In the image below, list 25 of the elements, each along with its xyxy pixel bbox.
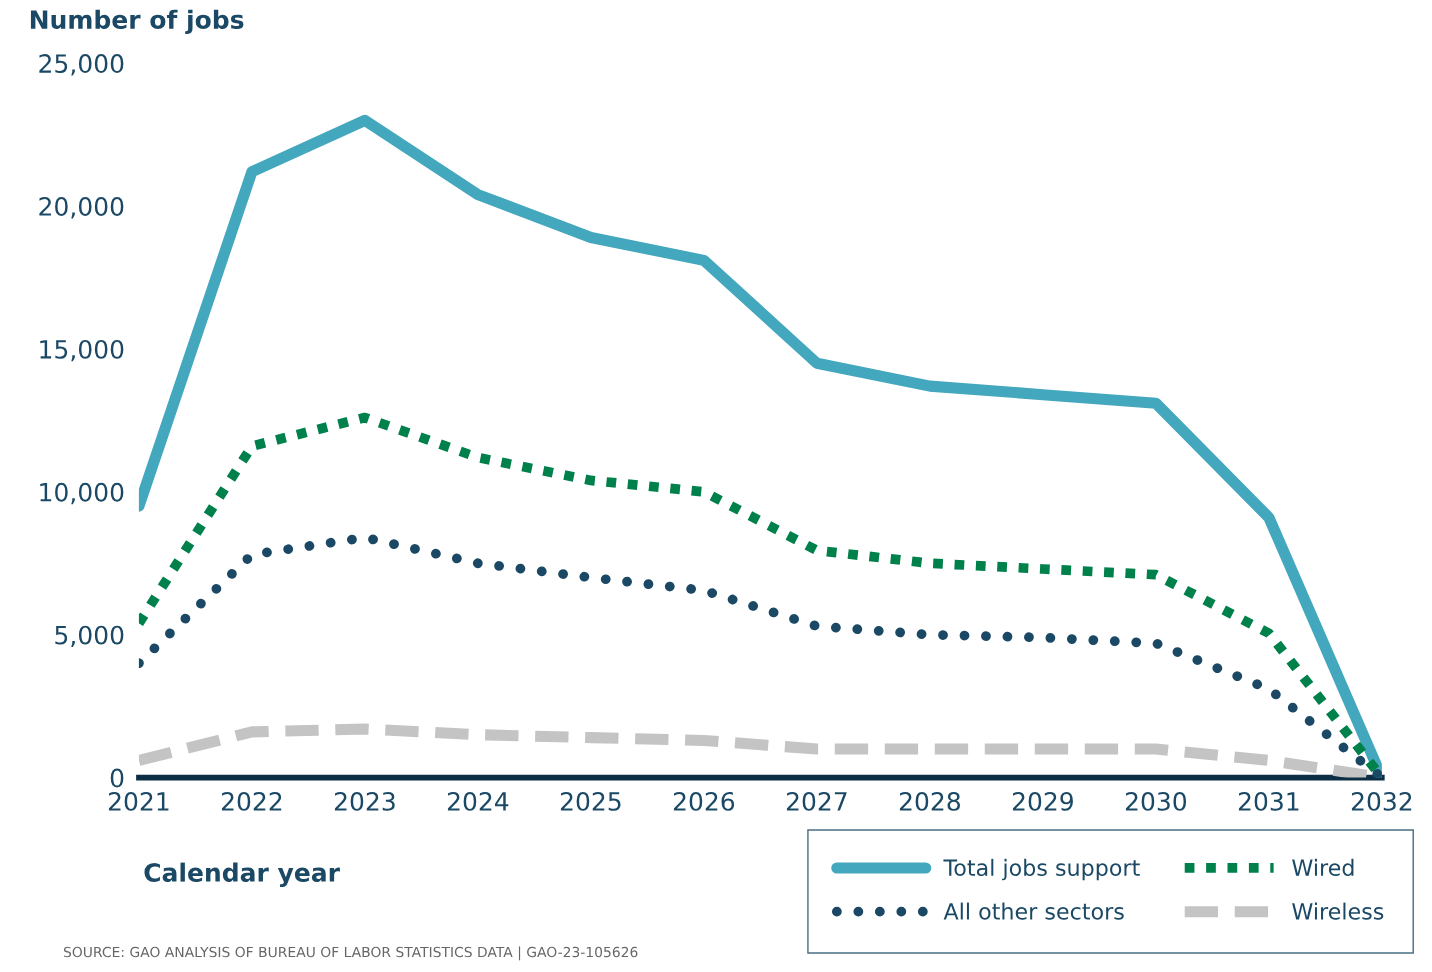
y-tick-label: 15,000 (40, 339, 124, 362)
x-tick-label: 2022 (221, 791, 282, 811)
y-axis-title: Number of jobs (30, 9, 244, 35)
x-tick-label: 2026 (673, 791, 735, 811)
y-tick-label: 20,000 (39, 197, 124, 219)
x-tick-label: 2023 (334, 791, 395, 811)
y-tick-label: 25,000 (39, 54, 124, 76)
y-tick-label: 5,000 (55, 625, 124, 648)
legend-label: Wireless (1292, 902, 1384, 920)
legend-label: Total jobs support (943, 858, 1140, 881)
x-tick-label: 2021 (108, 791, 169, 811)
y-tick-label: 10,000 (40, 482, 124, 505)
x-tick-label: 2029 (1012, 791, 1073, 811)
x-tick-label: 2025 (560, 791, 621, 811)
x-tick-label: 2024 (447, 791, 509, 811)
x-tick-label: 2030 (1125, 791, 1187, 811)
x-axis-title: Calendar year (144, 862, 340, 887)
legend-label: All other sectors (943, 902, 1124, 920)
source-note: SOURCE: GAO ANALYSIS OF BUREAU OF LABOR STATISTICS DATA | GAO-23-105626 (63, 946, 638, 961)
x-tick-label: 2031 (1238, 791, 1299, 811)
x-tick-label: 2032 (1351, 791, 1412, 811)
x-tick-label: 2027 (786, 791, 847, 811)
legend-label: Wired (1292, 858, 1354, 877)
y-tick-label: 0 (110, 768, 124, 788)
x-tick-label: 2028 (899, 791, 960, 811)
